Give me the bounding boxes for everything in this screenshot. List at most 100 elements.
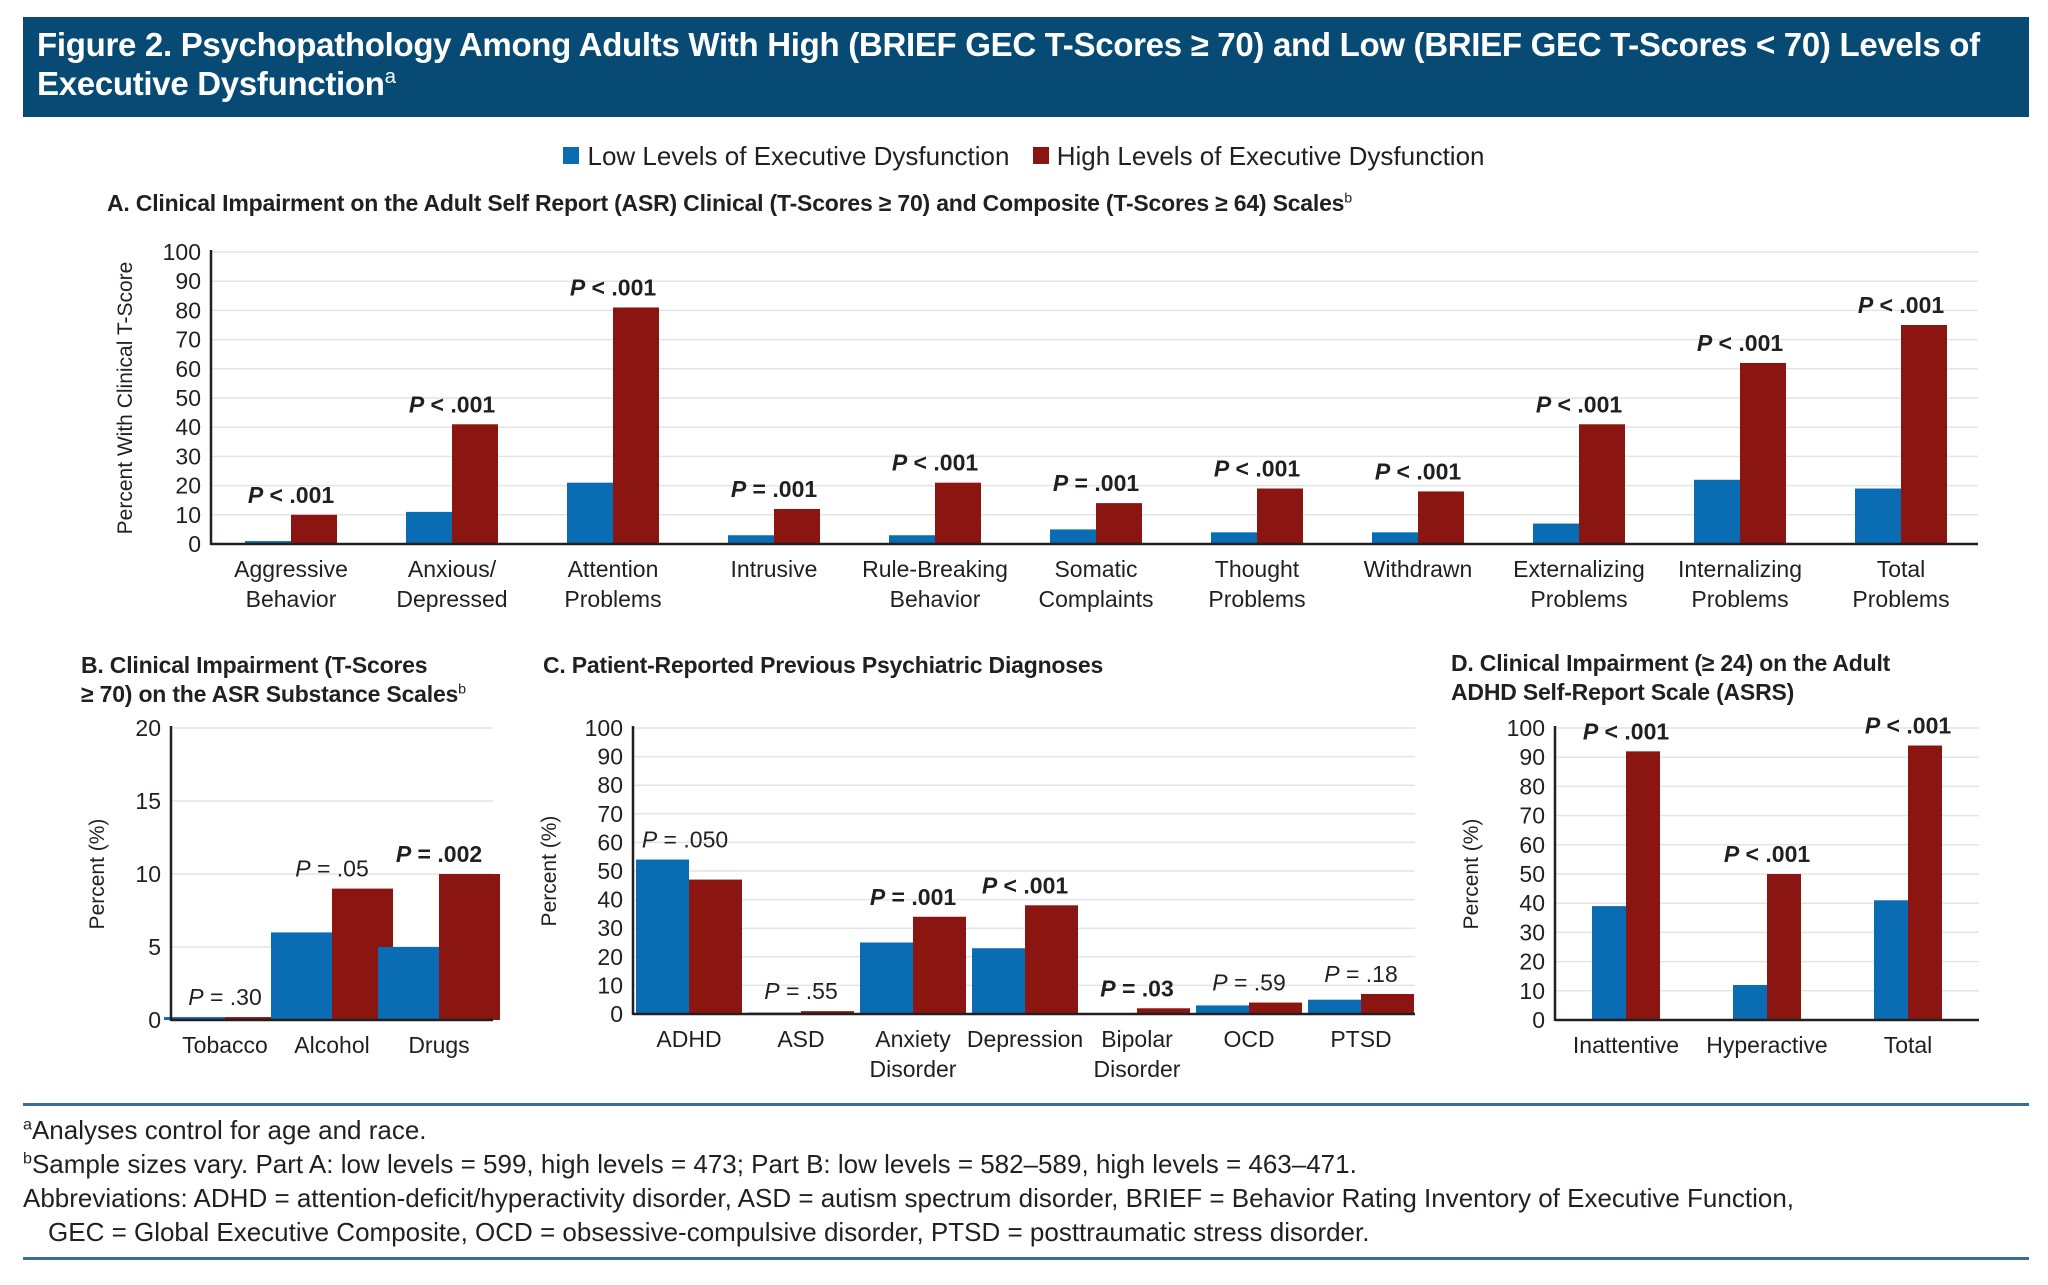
bar-high — [1740, 362, 1786, 544]
footnote-a-marker: a — [23, 1115, 32, 1134]
y-axis-label: Percent With Clinical T-Score — [114, 262, 137, 535]
x-category-label: Rule-Breaking — [862, 556, 1008, 582]
legend-label-high: High Levels of Executive Dysfunction — [1056, 140, 1485, 171]
p-value-label: P < .001 — [1375, 458, 1462, 484]
chart-panel-d: 0 10 20 30 40 50 60 70 80 90 100 Percent (%) P < .00… — [1460, 713, 1979, 1058]
p-value-label: P < .001 — [409, 391, 496, 417]
p-symbol: P — [892, 450, 908, 476]
bar-high — [774, 508, 820, 544]
x-category-label: Disorder — [870, 1056, 957, 1082]
y-tick-label: 50 — [1519, 861, 1545, 887]
p-symbol: P — [731, 476, 747, 502]
y-tick-label: 100 — [1507, 715, 1545, 741]
p-value: < .001 — [1739, 841, 1810, 867]
p-value-label: P = .001 — [1053, 470, 1140, 496]
x-category-label: Thought — [1215, 556, 1300, 582]
bar-low — [1874, 900, 1908, 1020]
footnote-b-text: Sample sizes vary. Part A: low levels = … — [31, 1149, 1357, 1179]
p-value-label: P = .050 — [642, 827, 728, 853]
footnote-top-rule — [23, 1103, 2029, 1106]
bar-low — [271, 932, 332, 1020]
p-value: < .001 — [424, 391, 495, 417]
x-category-label: Disorder — [1094, 1056, 1181, 1082]
p-symbol: P — [1212, 970, 1228, 996]
bar-high — [801, 1011, 854, 1014]
panel-d-title-line1: D. Clinical Impairment (≥ 24) on the Adu… — [1451, 650, 1891, 676]
p-value: = .18 — [1340, 961, 1398, 987]
bar-low — [164, 1017, 225, 1020]
p-symbol: P — [1324, 961, 1340, 987]
x-category-label: Problems — [1691, 586, 1788, 612]
bar-high — [1025, 905, 1078, 1014]
p-value: < .001 — [1880, 713, 1951, 739]
figure-title-text: Figure 2. Psychopathology Among Adults W… — [37, 26, 1980, 102]
p-value-label: P = .001 — [731, 476, 818, 502]
bar-low — [406, 511, 452, 544]
bar-low — [1592, 906, 1626, 1020]
y-tick-label: 40 — [175, 414, 201, 440]
bar-high — [1579, 424, 1625, 544]
p-value-label: P = .03 — [1100, 975, 1174, 1001]
p-value: = .002 — [411, 841, 482, 867]
x-category-label: Attention — [568, 556, 659, 582]
p-value: = .001 — [885, 884, 956, 910]
y-tick-label: 20 — [135, 715, 161, 741]
p-symbol: P — [1214, 456, 1230, 482]
legend-swatch-high — [1032, 147, 1049, 164]
p-value: = .30 — [204, 984, 262, 1010]
p-value-label: P < .001 — [1724, 841, 1811, 867]
y-tick-label: 70 — [1519, 803, 1545, 829]
bar-high — [291, 514, 337, 544]
x-category-label: Alcohol — [294, 1032, 369, 1058]
footnote-abbreviations-cont: GEC = Global Executive Composite, OCD = … — [23, 1215, 2023, 1249]
bar-low — [1050, 529, 1096, 544]
x-category-label: Behavior — [890, 586, 981, 612]
p-value-label: P = .55 — [764, 978, 838, 1004]
p-value-label: P = .18 — [1324, 961, 1398, 987]
p-symbol: P — [982, 872, 998, 898]
p-value: < .001 — [907, 450, 978, 476]
footnote-abbreviations-cont-text: GEC = Global Executive Composite, OCD = … — [48, 1217, 1370, 1247]
y-tick-label: 70 — [175, 327, 201, 353]
y-tick-label: 40 — [597, 887, 623, 913]
x-category-label: OCD — [1223, 1026, 1274, 1052]
p-value: = .001 — [746, 476, 817, 502]
p-symbol: P — [570, 274, 586, 300]
y-tick-label: 30 — [175, 443, 201, 469]
x-category-label: Problems — [1208, 586, 1305, 612]
x-category-label: Problems — [564, 586, 661, 612]
x-category-label: Drugs — [408, 1032, 469, 1058]
y-tick-label: 100 — [585, 715, 623, 741]
figure-title: Figure 2. Psychopathology Among Adults W… — [37, 25, 2015, 103]
bar-high — [452, 424, 498, 544]
p-value-label: P < .001 — [982, 872, 1069, 898]
p-symbol: P — [188, 984, 204, 1010]
x-category-label: Total — [1877, 556, 1926, 582]
y-axis-label: Percent (%) — [86, 819, 109, 930]
x-category-label: Problems — [1852, 586, 1949, 612]
bar-low — [972, 948, 1025, 1014]
y-tick-label: 10 — [175, 502, 201, 528]
footnote-abbreviations: Abbreviations: ADHD = attention-deficit/… — [23, 1181, 2023, 1215]
bar-low — [378, 947, 439, 1020]
y-tick-label: 60 — [1519, 832, 1545, 858]
bar-low — [889, 535, 935, 544]
y-tick-label: 5 — [148, 934, 161, 960]
x-category-label: Tobacco — [182, 1032, 268, 1058]
chart-panel-b: 0 5 10 15 20 Percent (%) P = .30 Tobacco P = .05… — [86, 715, 500, 1058]
p-symbol: P — [1053, 470, 1069, 496]
p-symbol: P — [1583, 718, 1599, 744]
p-symbol: P — [1536, 391, 1552, 417]
bar-low — [1196, 1005, 1249, 1014]
panel-b-title-line2: ≥ 70) on the ASR Substance Scales — [81, 681, 459, 707]
y-tick-label: 30 — [1519, 919, 1545, 945]
y-axis-label: Percent (%) — [538, 816, 561, 927]
x-category-label: Complaints — [1038, 586, 1153, 612]
bar-high — [1901, 325, 1947, 544]
y-tick-label: 90 — [1519, 744, 1545, 770]
y-tick-label: 50 — [597, 858, 623, 884]
bar-high — [689, 879, 742, 1014]
y-tick-label: 40 — [1519, 890, 1545, 916]
y-axis-label: Percent (%) — [1460, 819, 1483, 930]
